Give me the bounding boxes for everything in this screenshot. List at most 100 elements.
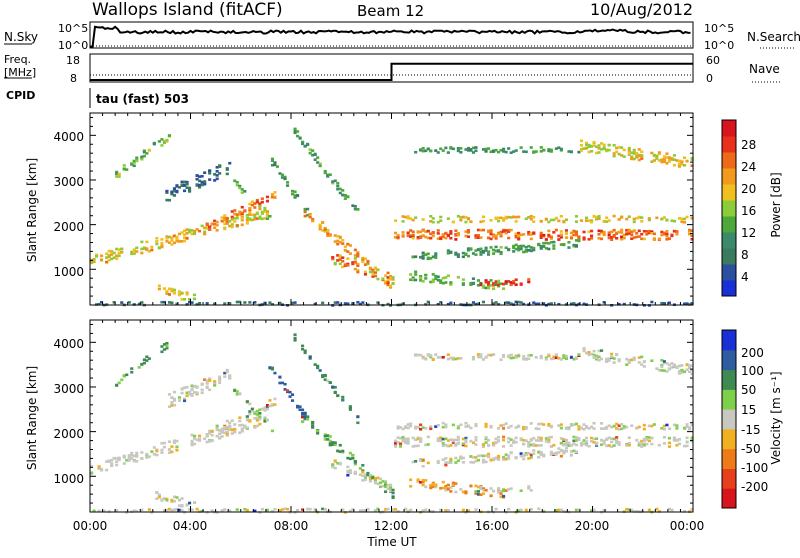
velocity-cell-849 [481,454,486,458]
velocity-cell-966 [517,509,521,512]
power-cell-511 [336,181,340,185]
velocity-cell-709 [439,487,443,490]
power-cell-1367 [647,229,651,233]
power-cell-644 [406,234,410,238]
power-cell-135 [167,198,172,202]
power-cell-1403 [662,160,667,164]
power-cell-377 [258,217,262,220]
power-cell-1214 [587,143,591,147]
time-axis: 00:00 04:00 08:00 12:00 16:00 20:00 00:0… [73,519,705,549]
velocity-cell-187 [193,437,197,440]
velocity-cell-774 [456,459,460,463]
power-cell-274 [213,302,217,306]
power-cell-134 [167,134,172,137]
power-cell-1456 [685,302,689,305]
power-cell-1392 [660,230,664,234]
velocity-cell-598 [396,436,400,439]
velocity-cell-533 [361,469,365,472]
power-cell-467 [316,161,320,164]
power-cell-1408 [665,232,669,236]
velocity-cell-1325 [660,427,664,430]
power-cell-131 [167,235,172,239]
power-cell-593 [371,275,375,278]
velocity-cell-164 [185,385,189,389]
power-cell-519 [338,262,342,266]
power-cell-763 [444,276,448,279]
velocity-cell-868 [487,452,491,456]
velocity-cell-1164 [585,440,589,443]
velocity-cell-1269 [627,361,631,364]
power-cell-447 [303,208,307,211]
power-cell-256 [205,222,209,226]
power-cell-1261 [607,233,611,237]
velocity-cell-919 [502,456,506,459]
velocity-cell-546 [366,472,370,475]
power-cell-285 [218,165,222,168]
power-cell-1448 [683,221,687,224]
velocity-cell-290 [228,374,232,377]
velocity-cell-953 [512,356,516,360]
velocity-cell-49 [130,457,134,460]
power-cell-492 [328,234,332,237]
velocity-cell-210 [200,383,204,386]
power-cell-305 [228,224,232,228]
velocity-cell-867 [487,438,491,442]
velocity-panel: 1000 2000 3000 4000 Slant Range [km] [25,319,694,514]
power-cell-499 [333,234,337,237]
velocity-cell-1197 [597,358,601,362]
noise-left-tick-top: 10^5 [58,22,88,35]
velocity-cell-688 [431,485,435,489]
power-cell-366 [253,206,257,209]
velocity-cell-916 [502,438,506,442]
power-cell-1211 [587,230,591,234]
velocity-cell-231 [208,377,212,380]
power-cell-204 [185,186,189,189]
power-cell-413 [273,163,277,167]
velocity-cell-965 [517,354,521,358]
velocity-cell-1352 [672,439,677,442]
power-cell-179 [180,240,184,243]
velocity-cell-536 [361,474,365,478]
power-cell-266 [208,172,212,175]
power-cell-538 [343,197,347,200]
power-cell-941 [494,245,498,249]
power-cell-911 [487,147,491,150]
power-cell-493 [328,173,332,176]
velocity-cell-1132 [574,443,579,447]
power-cell-89 [147,250,151,253]
power-cell-287 [220,219,224,223]
velocity-cell-1329 [660,365,664,368]
velocity-cell-1235 [612,444,616,447]
power-cell-65 [135,246,139,250]
velocity-cell-758 [451,356,455,360]
nave-label: Nave [749,62,780,76]
power-cell-777 [449,236,453,240]
velocity-cell-413 [301,408,305,412]
velocity-cell-417 [301,508,305,511]
velocity-cell-402 [293,336,297,340]
power-cell-1419 [667,156,672,159]
velocity-cell-1057 [549,435,553,439]
velocity-cell-1144 [577,437,581,440]
velocity-cell-95 [160,350,164,354]
velocity-cell-451 [323,434,327,438]
power-cell-890 [481,286,486,289]
velocity-cell-1319 [652,423,656,426]
power-cell-1009 [512,244,516,248]
velocity-cell-1115 [569,444,574,447]
power-cell-741 [436,275,440,279]
power-cell-733 [434,252,438,255]
power-cell-749 [439,219,443,222]
power-cell-947 [494,148,498,152]
velocity-cell-1391 [688,370,692,374]
power-cell-1404 [662,302,667,305]
velocity-cell-762 [454,443,458,446]
power-cell-1355 [640,157,644,160]
power-cell-1114 [547,233,551,237]
velocity-cell-1335 [662,369,667,372]
velocity-cell-1280 [635,438,639,442]
power-cell-50 [122,167,126,171]
power-cell-666 [414,270,418,274]
noise-right-tick-bottom: 10^0 [704,39,734,52]
velocity-cell-603 [399,442,403,446]
